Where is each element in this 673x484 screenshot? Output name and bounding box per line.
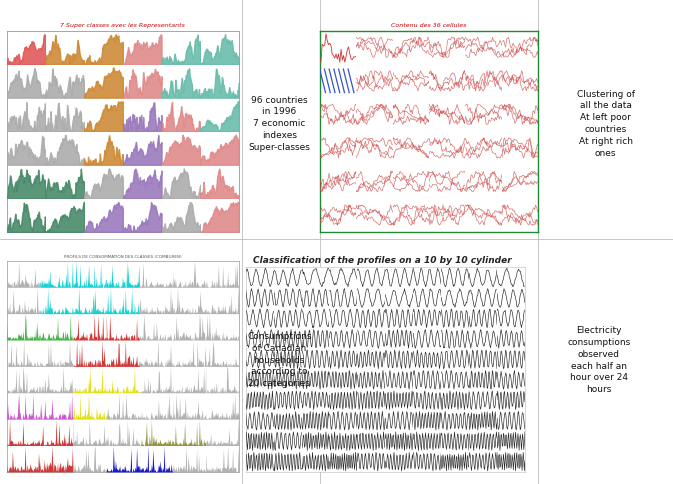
- Text: Consumptions
of Canadian
households
according to
20 categories: Consumptions of Canadian households acco…: [247, 332, 312, 387]
- Text: 7 Super classes avec les Representants: 7 Super classes avec les Representants: [61, 23, 185, 28]
- Text: Classification of the profiles on a 10 by 10 cylinder: Classification of the profiles on a 10 b…: [252, 256, 511, 265]
- Text: PROFILS DE CONSOMMATION DES CLASSES (COMBUREN): PROFILS DE CONSOMMATION DES CLASSES (COM…: [64, 255, 182, 258]
- Text: Contenu des 36 cellules: Contenu des 36 cellules: [392, 23, 466, 28]
- Text: Electricity
consumptions
observed
each half an
hour over 24
hours: Electricity consumptions observed each h…: [567, 325, 631, 393]
- Text: Clustering of
all the data
At left poor
countries
At right rich
ones: Clustering of all the data At left poor …: [577, 90, 635, 157]
- Text: 96 countries
in 1996
7 economic
indexes
Super-classes: 96 countries in 1996 7 economic indexes …: [248, 95, 310, 151]
